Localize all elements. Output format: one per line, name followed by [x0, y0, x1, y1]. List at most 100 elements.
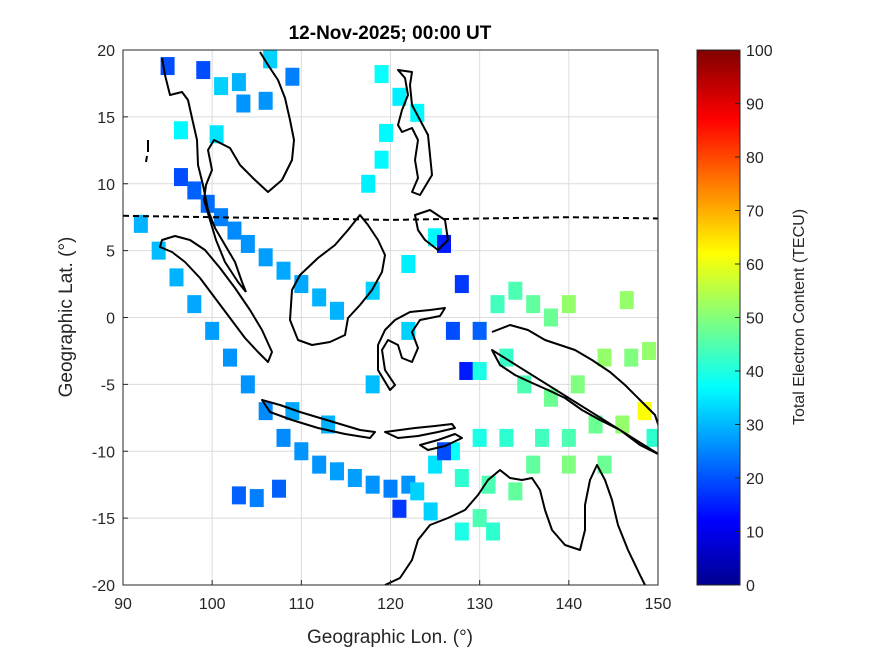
tec-pixel — [231, 486, 246, 505]
tec-pixel — [347, 469, 362, 487]
tec-pixel — [486, 522, 501, 541]
colorbar-tick-label-8: 80 — [746, 150, 764, 167]
tec-pixel — [240, 234, 255, 253]
tec-pixel — [365, 475, 380, 494]
x-tick-label-4: 130 — [466, 596, 493, 613]
colorbar — [696, 49, 741, 586]
tec-pixel — [312, 288, 327, 307]
tec-pixel — [258, 248, 273, 267]
tec-pixel — [561, 295, 576, 314]
tec-pixel — [379, 123, 394, 142]
tec-pixel — [258, 91, 273, 110]
tec-pixel — [365, 375, 380, 394]
tec-pixel — [285, 67, 300, 86]
tec-pixel — [561, 455, 576, 474]
tec-pixel — [472, 362, 487, 380]
tec-pixel — [392, 87, 407, 106]
coastline-indochina — [161, 51, 295, 293]
tec-pixel — [214, 208, 229, 227]
tec-pixel — [454, 275, 469, 294]
tec-pixel — [597, 348, 612, 367]
tec-pixel — [508, 482, 523, 501]
tec-pixel — [330, 301, 344, 320]
colorbar-tick-label-3: 30 — [746, 418, 764, 435]
colorbar-tick-label-4: 40 — [746, 364, 764, 381]
tec-pixel — [276, 428, 291, 447]
tec-pixel — [445, 321, 460, 340]
x-tick-label-6: 150 — [645, 596, 672, 613]
tec-pixel — [205, 321, 220, 340]
tec-pixel — [544, 308, 558, 327]
tec-pixel — [240, 375, 255, 394]
tec-pixel — [361, 174, 376, 193]
tec-pixel — [223, 348, 237, 367]
tec-pixel-layer — [133, 50, 658, 541]
tec-pixel — [187, 181, 202, 200]
tec-pixel — [637, 402, 652, 421]
tec-pixel — [258, 402, 273, 421]
tec-pixel — [285, 402, 300, 421]
y-tick-label-7: 15 — [97, 110, 115, 127]
tec-pixel — [383, 479, 398, 498]
coastline-new-guinea — [491, 324, 658, 456]
tec-pixel — [294, 275, 309, 294]
tec-pixel — [454, 522, 469, 541]
tec-pixel — [401, 321, 416, 340]
tec-pixel — [410, 482, 425, 501]
coastline-borneo — [289, 214, 386, 346]
colorbar-tick-label-2: 20 — [746, 471, 764, 488]
y-tick-labels: -20 -15 -10 -5 0 5 10 15 20 — [92, 43, 128, 595]
colorbar-tick-label-5: 50 — [746, 311, 764, 328]
coastline-andaman — [145, 140, 149, 163]
x-tick-label-5: 140 — [555, 596, 582, 613]
tec-pixel — [472, 509, 487, 528]
tec-pixel — [374, 65, 389, 84]
x-tick-label-0: 90 — [114, 596, 132, 613]
tec-pixel — [294, 442, 309, 461]
colorbar-tick-label-6: 60 — [746, 257, 764, 274]
tec-pixel — [499, 428, 514, 447]
tec-pixel — [490, 295, 505, 314]
tec-pixel — [272, 479, 287, 498]
coastline-sulawesi — [377, 307, 446, 391]
coastline-java — [261, 399, 376, 439]
coastline-timor — [419, 433, 463, 451]
colorbar-tick-label-1: 10 — [746, 525, 764, 542]
tec-pixel — [423, 502, 438, 521]
colorbar-ticks: 0 10 20 30 40 50 60 70 80 90 100 — [735, 43, 773, 595]
tec-pixel — [472, 321, 487, 340]
colorbar-tick-label-0: 0 — [746, 578, 755, 595]
tec-pixel — [214, 77, 229, 96]
tec-pixel — [151, 241, 166, 260]
x-tick-label-1: 100 — [199, 596, 226, 613]
tec-pixel — [227, 221, 242, 240]
tec-pixel — [276, 261, 291, 280]
tec-pixel — [392, 499, 407, 518]
tec-pixel — [173, 121, 188, 140]
tec-pixel — [499, 348, 514, 367]
tec-pixel — [209, 125, 224, 144]
tec-pixel — [312, 455, 327, 474]
coastline-philippines — [397, 69, 433, 196]
coastline-layer — [145, 51, 658, 585]
coastline-australia — [384, 464, 646, 585]
y-tick-label-6: 10 — [97, 177, 115, 194]
x-tick-label-3: 120 — [377, 596, 404, 613]
y-axis-label: Geographic Lat. (°) — [56, 237, 77, 398]
tec-pixel — [196, 61, 211, 80]
colorbar-tick-label-9: 90 — [746, 97, 764, 114]
tec-pixel — [472, 428, 487, 447]
tec-pixel — [526, 295, 541, 314]
tec-pixel — [535, 428, 550, 447]
tec-pixel — [646, 428, 658, 447]
tec-pixel — [401, 255, 416, 273]
y-tick-label-4: 0 — [106, 311, 115, 328]
y-tick-label-5: 5 — [106, 244, 115, 261]
tec-pixel — [133, 214, 148, 233]
tec-pixel — [561, 428, 576, 447]
tec-pixel — [374, 150, 389, 169]
tec-pixel — [454, 469, 469, 487]
colorbar-tick-label-7: 70 — [746, 204, 764, 221]
tec-pixel — [642, 341, 657, 360]
